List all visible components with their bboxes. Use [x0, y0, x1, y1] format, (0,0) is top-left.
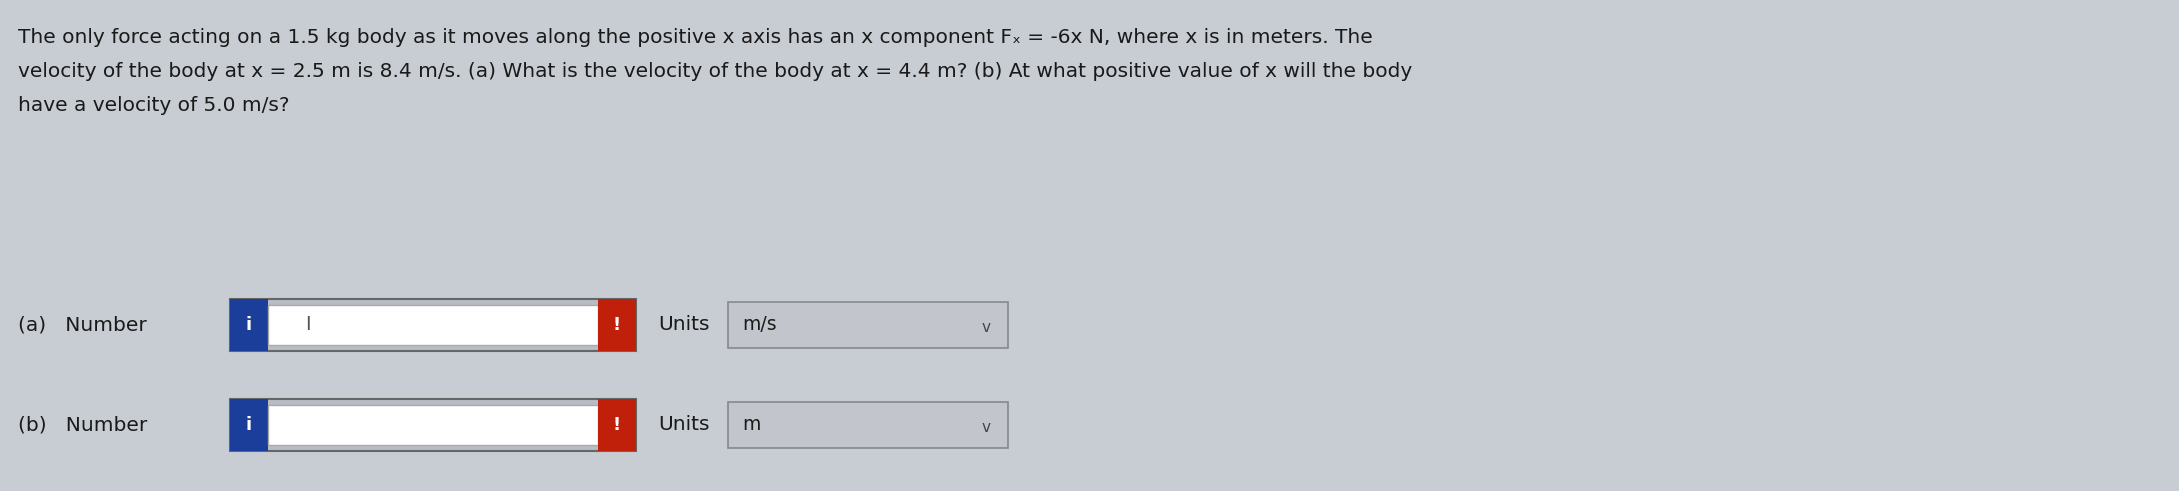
Text: have a velocity of 5.0 m/s?: have a velocity of 5.0 m/s? — [17, 96, 290, 115]
Text: !: ! — [612, 316, 621, 334]
Text: (b)   Number: (b) Number — [17, 415, 148, 435]
Bar — [268, 405, 597, 445]
Text: (a)   Number: (a) Number — [17, 316, 146, 334]
Text: The only force acting on a 1.5 kg body as it moves along the positive x axis has: The only force acting on a 1.5 kg body a… — [17, 28, 1373, 47]
Text: i: i — [246, 316, 253, 334]
Bar — [231, 299, 268, 351]
Bar — [728, 402, 1009, 448]
Text: m/s: m/s — [743, 316, 776, 334]
Bar — [597, 299, 636, 351]
Text: v: v — [981, 419, 991, 435]
Bar — [728, 302, 1009, 348]
Bar — [231, 399, 636, 451]
Text: i: i — [246, 416, 253, 434]
Bar — [231, 299, 636, 351]
Text: v: v — [981, 320, 991, 334]
Text: I: I — [305, 316, 312, 334]
Bar — [268, 305, 597, 345]
Bar — [597, 399, 636, 451]
Bar — [231, 399, 268, 451]
Text: m: m — [743, 415, 760, 435]
Text: velocity of the body at x = 2.5 m is 8.4 m/s. (a) What is the velocity of the bo: velocity of the body at x = 2.5 m is 8.4… — [17, 62, 1412, 81]
Text: Units: Units — [658, 316, 710, 334]
Text: Units: Units — [658, 415, 710, 435]
Text: !: ! — [612, 416, 621, 434]
